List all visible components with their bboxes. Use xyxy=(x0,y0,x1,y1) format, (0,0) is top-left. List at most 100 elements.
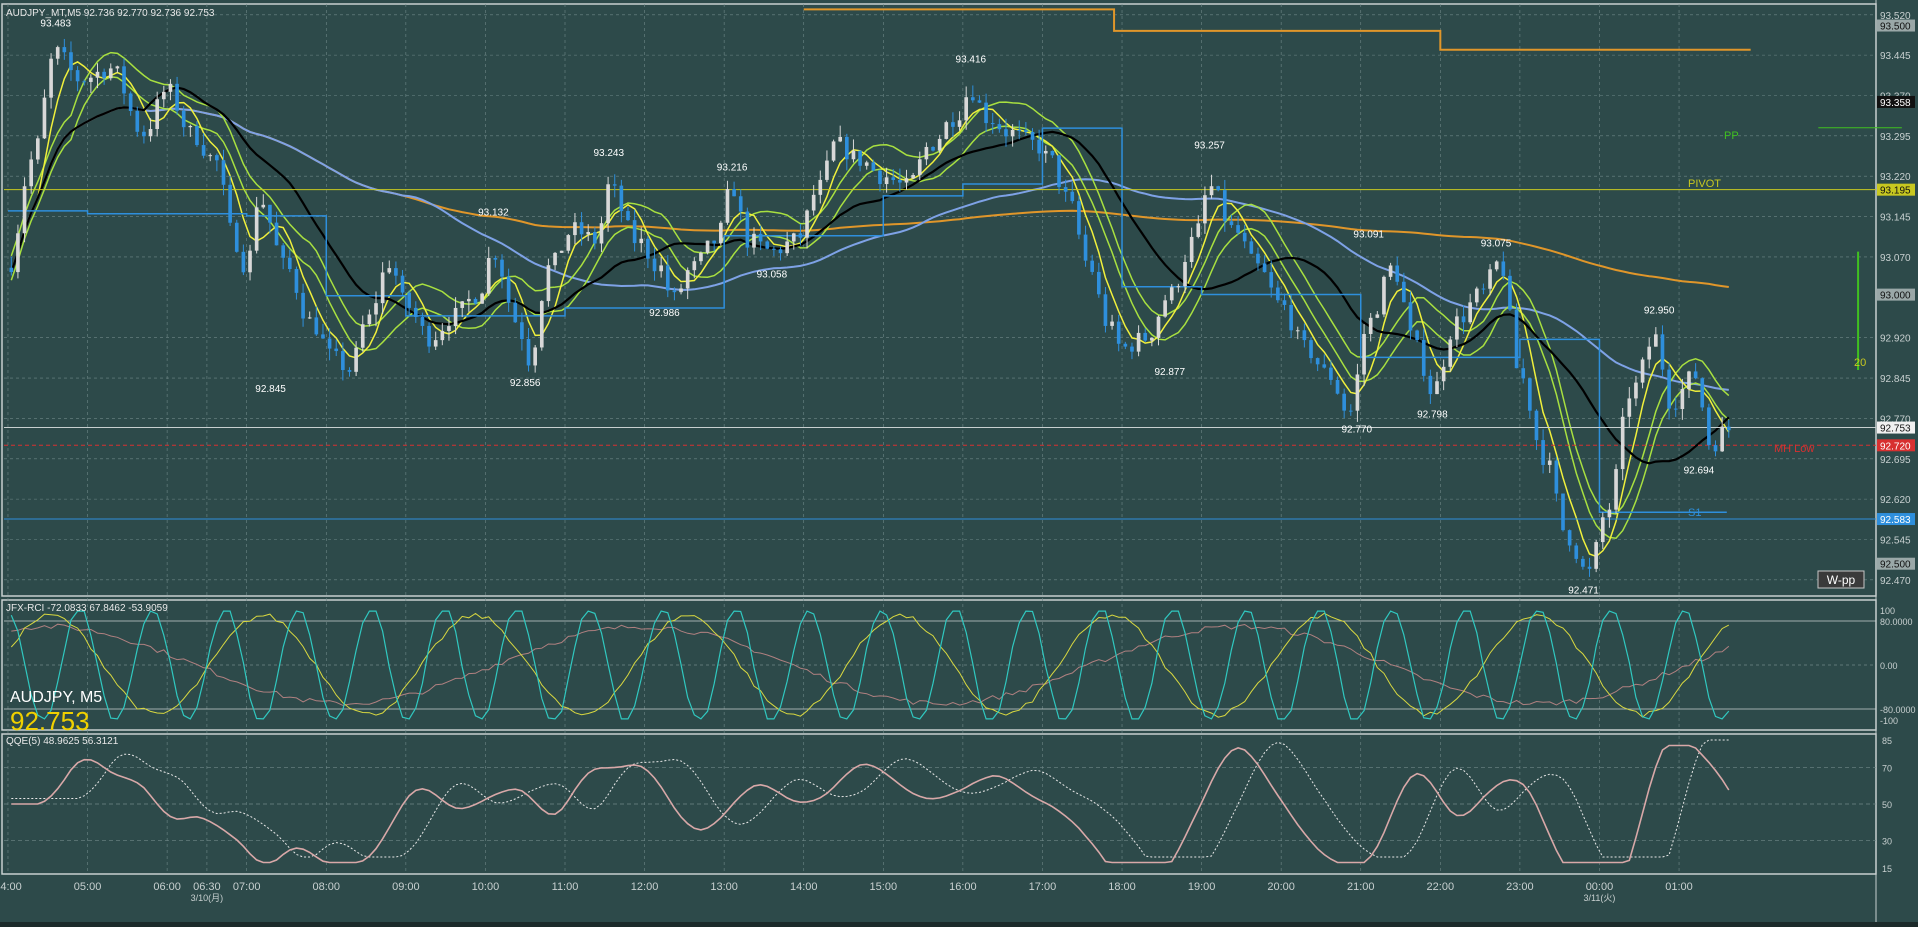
candle-body xyxy=(917,159,922,175)
candle-body xyxy=(327,338,332,349)
candle-body xyxy=(500,259,504,277)
candle-body xyxy=(1402,281,1406,303)
price-tick-label: 92.770 xyxy=(1880,414,1911,425)
candle-body xyxy=(1693,371,1698,379)
price-tick-highlight xyxy=(1877,557,1915,570)
candle-body xyxy=(546,265,551,302)
candle-body xyxy=(301,292,305,319)
candle-body xyxy=(1150,337,1154,341)
price-tick-label: 93.295 xyxy=(1880,132,1911,143)
candle-body xyxy=(1481,288,1486,290)
candle-body xyxy=(990,123,995,125)
candle-body xyxy=(347,370,352,372)
candle-body xyxy=(1209,186,1214,196)
candle-body xyxy=(234,222,239,252)
candle-body xyxy=(692,261,697,271)
candle-body xyxy=(1468,302,1472,323)
time-tick-label: 21:00 xyxy=(1347,881,1375,893)
price-tick-highlight xyxy=(1877,183,1915,196)
candle-body xyxy=(241,251,246,273)
candle-body xyxy=(1654,334,1658,347)
candle-body xyxy=(1627,398,1632,417)
candle-body xyxy=(1541,440,1545,465)
time-tick-label: 19:00 xyxy=(1188,881,1216,893)
qqe-tick-label: 30 xyxy=(1882,837,1892,847)
rci-tick-label: -100 xyxy=(1880,716,1898,726)
time-tick-label: 22:00 xyxy=(1427,881,1455,893)
price-annotation: 93.257 xyxy=(1194,140,1225,151)
candle-body xyxy=(1700,378,1705,408)
candle-body xyxy=(115,66,120,69)
candle-body xyxy=(1183,261,1187,287)
rci-short-line xyxy=(10,610,1730,720)
candle-body xyxy=(1010,129,1015,137)
price-annotation: 92.845 xyxy=(255,384,286,395)
candle-body xyxy=(1521,368,1526,379)
candle-body xyxy=(287,257,292,270)
candle-body xyxy=(1329,367,1333,380)
price-tick-label: 93.520 xyxy=(1880,11,1911,22)
candle-body xyxy=(447,326,451,331)
candle-body xyxy=(1607,509,1612,518)
wpp-button-label: W-pp xyxy=(1827,573,1856,587)
candle-body xyxy=(632,220,637,244)
candle-body xyxy=(1408,302,1413,331)
candle-body xyxy=(944,122,949,139)
candle-body xyxy=(228,184,232,223)
range-num-label: 20 xyxy=(1854,357,1866,369)
time-tick-label: 08:00 xyxy=(313,881,341,893)
candle-body xyxy=(321,334,325,339)
candle-body xyxy=(453,307,458,327)
date-label: 3/10(月) xyxy=(191,893,224,903)
candle-body xyxy=(1229,221,1234,226)
candle-body xyxy=(738,196,743,212)
candle-body xyxy=(413,307,418,317)
candle-body xyxy=(1614,469,1618,510)
pivot-label: PIVOT xyxy=(1688,178,1721,190)
candle-body xyxy=(937,138,942,151)
rci-long-line xyxy=(11,623,1730,706)
candle-body xyxy=(553,252,557,266)
time-tick-label: 12:00 xyxy=(631,881,659,893)
qqe-tick-label: 50 xyxy=(1882,800,1892,810)
candle-body xyxy=(845,136,849,160)
candle-body xyxy=(1561,493,1565,531)
candle-body xyxy=(433,340,438,347)
ma-blue-line xyxy=(10,106,1729,391)
candle-body xyxy=(1501,261,1506,276)
candle-body xyxy=(785,241,789,254)
candle-body xyxy=(248,250,252,273)
rci-tick-label: 80.0000 xyxy=(1880,617,1913,627)
candle-body xyxy=(659,265,663,272)
candle-body xyxy=(22,186,27,234)
candle-body xyxy=(1587,566,1592,569)
time-tick-label: 18:00 xyxy=(1108,881,1136,893)
candle-body xyxy=(29,159,34,187)
candle-body xyxy=(520,322,524,340)
candle-body xyxy=(997,124,1002,130)
candle-body xyxy=(89,77,93,82)
candle-body xyxy=(1236,225,1240,233)
envelope-step-line xyxy=(7,127,1727,514)
candle-body xyxy=(1368,317,1373,334)
price-tick-highlight xyxy=(1877,19,1915,32)
price-tick-highlight xyxy=(1877,288,1915,301)
candle-body xyxy=(1216,186,1220,191)
candle-body xyxy=(155,99,160,130)
candle-body xyxy=(75,70,80,82)
candle-body xyxy=(891,177,896,181)
candle-body xyxy=(427,325,431,347)
candle-body xyxy=(1163,300,1167,317)
time-tick-label: 17:00 xyxy=(1029,881,1057,893)
candle-body xyxy=(685,270,690,289)
candle-body xyxy=(1030,131,1035,140)
wpp-button[interactable]: W-pp xyxy=(1817,570,1865,589)
candle-body xyxy=(1342,393,1346,411)
price-annotation: 92.471 xyxy=(1568,585,1599,596)
candle-body xyxy=(619,185,624,212)
candle-body xyxy=(778,249,783,254)
price-tick-label: 92.583 xyxy=(1880,515,1911,526)
candle-body xyxy=(1707,407,1711,446)
